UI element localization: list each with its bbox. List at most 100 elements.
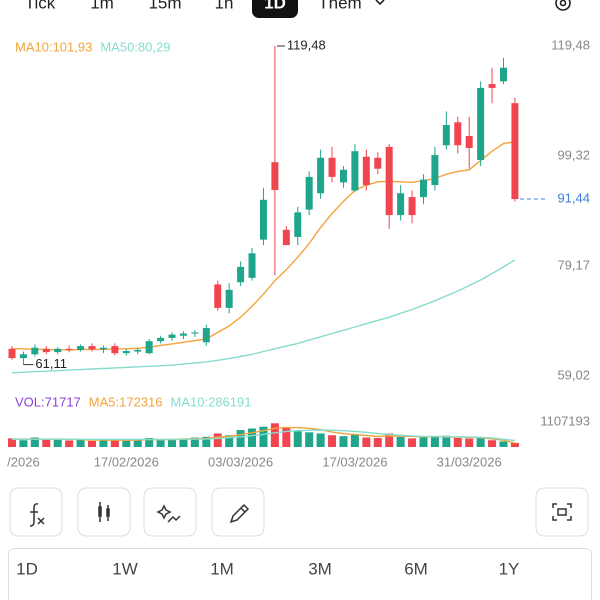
high-marker: 119,48 [287, 37, 326, 52]
volume-bar [76, 439, 85, 447]
volume-bar [213, 433, 222, 447]
candle-body [145, 341, 153, 354]
volume-bar [373, 437, 382, 447]
candle-body [282, 229, 290, 246]
volume-bar [168, 439, 177, 447]
volume-legend: VOL:71717 [15, 394, 81, 409]
candle-body [511, 103, 519, 200]
tool-icons [29, 502, 572, 527]
volume-bar [488, 440, 497, 447]
ma-legend: MA50:80,29 [100, 39, 170, 54]
candle-body [408, 197, 416, 216]
tool-buttons [9, 487, 589, 537]
candle-body [294, 212, 302, 237]
x-tick-label: 17/02/2026 [94, 454, 159, 469]
y-tick-label: 119,48 [551, 37, 590, 52]
candle-body [488, 84, 496, 88]
candle-icon [98, 502, 110, 522]
candle-body [305, 176, 313, 210]
candle-body [351, 151, 359, 191]
volume-bar [385, 433, 394, 447]
volume-bar [65, 440, 74, 447]
draw-button[interactable] [211, 487, 265, 537]
timeframe-tab[interactable]: 1h [215, 0, 234, 12]
tab-selected-bg [252, 0, 298, 18]
volume-bar [179, 438, 188, 447]
candle-body [477, 87, 485, 160]
timeframe-tab[interactable]: 1m [90, 0, 114, 12]
y-tick-label: 59,02 [557, 367, 590, 382]
volume-bar [499, 441, 508, 447]
volume-bar [190, 437, 199, 447]
volume-bar [442, 435, 451, 447]
candle-body [419, 179, 427, 198]
volume-bar [145, 437, 154, 447]
candle-body [157, 337, 165, 342]
volume-bar [8, 438, 16, 447]
gear [555, 0, 571, 11]
fx-button[interactable] [9, 487, 63, 537]
candle-body [225, 289, 233, 308]
timeframe-tab[interactable]: Tick [25, 0, 56, 12]
pencil-icon [229, 503, 250, 524]
timeframe-tab[interactable]: Thêm [318, 0, 361, 12]
candle-body [134, 349, 142, 352]
volume-bar [19, 440, 28, 447]
period-option[interactable]: 1M [210, 559, 234, 578]
volume-bar [465, 438, 474, 447]
volume-bar [328, 435, 337, 447]
volume-ma10-line [12, 429, 515, 442]
candle-body [237, 266, 245, 283]
candle-body [191, 332, 199, 334]
volume-bar [236, 430, 245, 447]
volume-legend: MA5:172316 [89, 394, 163, 409]
ma50-line [11, 259, 516, 374]
volume-tick-label: 1107193 [540, 413, 590, 428]
volume-bar [408, 438, 417, 447]
volume-bar [282, 427, 291, 447]
fx-icon [29, 503, 45, 527]
period-option[interactable]: 6M [404, 559, 428, 578]
timeframe-tab[interactable]: 15m [148, 0, 181, 12]
candle-body [54, 348, 62, 353]
candle-body [317, 157, 325, 194]
x-tick-label: 31/03/2026 [437, 454, 502, 469]
volume-bar [510, 442, 519, 447]
candle-body [179, 333, 187, 336]
ai-button[interactable] [143, 487, 197, 537]
volume-bar [248, 428, 257, 447]
volume-bar [396, 436, 405, 447]
scan-button[interactable] [535, 487, 589, 537]
period-option[interactable]: 3M [308, 559, 332, 578]
period-option[interactable]: 1W [112, 559, 138, 578]
volume-bar [419, 437, 428, 447]
candle-body [385, 146, 393, 216]
candle-body [259, 199, 267, 240]
candle-body [214, 284, 222, 308]
candle-body [88, 346, 96, 350]
volume-bar [476, 437, 485, 447]
volume-bar [110, 439, 119, 447]
period-option[interactable]: 1D [16, 559, 38, 578]
settings-icon[interactable] [555, 0, 571, 11]
volume-bar [453, 437, 462, 447]
candle-body [42, 348, 50, 353]
gear-hub [559, 0, 567, 7]
period-option[interactable]: 1Y [499, 559, 520, 578]
volume-bar [270, 423, 279, 447]
timeframe-tab[interactable]: 1D [264, 0, 286, 12]
candle-body [8, 348, 16, 359]
candle-body [248, 253, 256, 278]
volume-bar [42, 440, 51, 447]
volume-bar [362, 437, 371, 447]
period-bar [8, 548, 592, 600]
candle-body [362, 156, 370, 186]
sparkle-icon [156, 504, 181, 523]
candle-body [499, 67, 507, 82]
candle-body [77, 346, 85, 350]
volume-legend: MA10:286191 [171, 394, 252, 409]
x-tick-label: 17/03/2026 [322, 454, 387, 469]
candle-body [442, 125, 450, 146]
ma-legend: MA10:101,93 [15, 39, 92, 54]
candle-button[interactable] [77, 487, 131, 537]
